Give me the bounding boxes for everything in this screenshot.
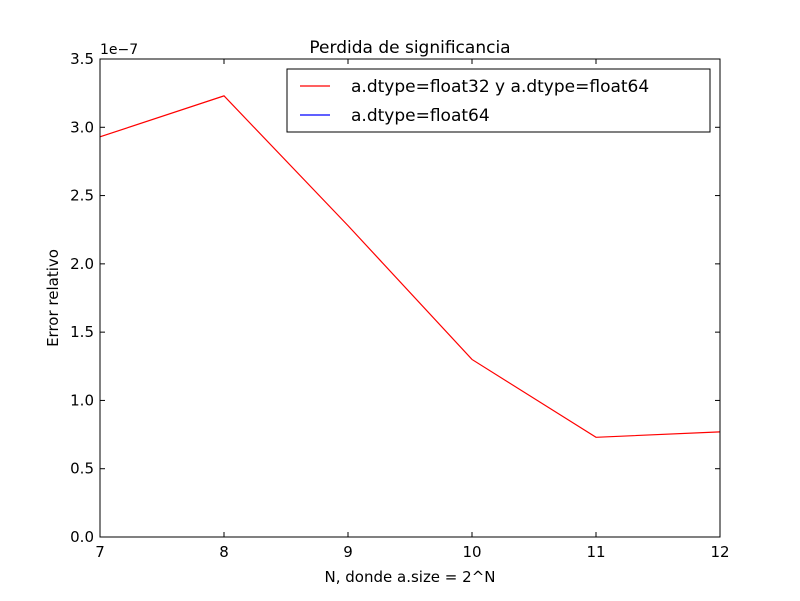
x-tick-label: 8 bbox=[219, 543, 229, 561]
y-offset-label: 1e−7 bbox=[100, 42, 138, 58]
x-tick-label: 10 bbox=[462, 543, 481, 561]
y-tick-label: 1.0 bbox=[70, 391, 94, 409]
series-line-0 bbox=[99, 95, 721, 438]
y-tick-label: 2.0 bbox=[70, 255, 94, 273]
y-tick-label: 2.5 bbox=[70, 187, 94, 205]
y-tick-label: 0.5 bbox=[70, 460, 94, 478]
legend-label-float32: a.dtype=float32 y a.dtype=float64 bbox=[351, 77, 649, 97]
x-tick-label: 9 bbox=[343, 543, 353, 561]
chart-title: Perdida de significancia bbox=[309, 38, 510, 58]
y-tick-label: 3.5 bbox=[70, 50, 94, 68]
plot-frame bbox=[99, 58, 721, 538]
ticks-layer: 7 8 9 10 11 12 0.0 0.5 1.0 1.5 2.0 2.5 3.0 3.5 bbox=[70, 50, 729, 561]
legend-box bbox=[286, 68, 711, 133]
legend: a.dtype=float32 y a.dtype=float64 a.dtyp… bbox=[286, 68, 711, 133]
x-tick-label: 7 bbox=[95, 543, 105, 561]
x-tick-label: 12 bbox=[710, 543, 729, 561]
y-tick-label: 1.5 bbox=[70, 323, 94, 341]
plot-background bbox=[100, 59, 720, 537]
y-tick-label: 0.0 bbox=[70, 528, 94, 546]
y-axis-label: Error relativo bbox=[44, 249, 62, 347]
lines-layer bbox=[99, 95, 721, 438]
y-tick-label: 3.0 bbox=[70, 118, 94, 136]
x-tick-label: 11 bbox=[586, 543, 605, 561]
legend-label-float64: a.dtype=float64 bbox=[351, 106, 490, 126]
x-axis-label: N, donde a.size = 2^N bbox=[325, 568, 496, 586]
